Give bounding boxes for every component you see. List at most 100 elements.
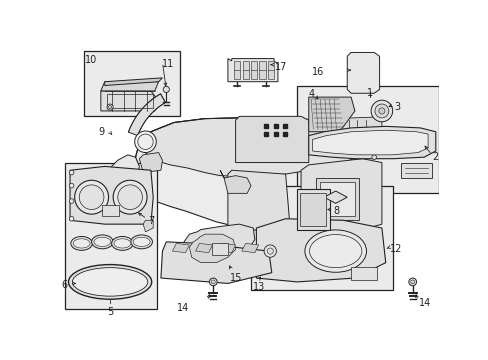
Circle shape [118,185,142,210]
Polygon shape [227,59,277,82]
Ellipse shape [71,237,92,250]
Bar [84,51,180,116]
Text: 6: 6 [61,280,68,291]
Circle shape [370,100,392,122]
Circle shape [209,278,217,286]
Polygon shape [135,118,381,228]
Circle shape [75,180,108,214]
Text: 10: 10 [85,55,98,65]
Circle shape [113,180,147,214]
Circle shape [408,278,416,286]
Polygon shape [104,78,162,86]
Circle shape [374,104,388,118]
Circle shape [410,280,414,284]
Bar [320,182,354,216]
Bar [297,86,438,193]
Polygon shape [234,61,240,80]
Polygon shape [70,166,153,224]
Ellipse shape [133,237,150,247]
Text: 14: 14 [418,298,430,308]
Polygon shape [220,170,250,193]
Bar [250,186,393,289]
Polygon shape [227,170,289,232]
Text: 4: 4 [308,89,314,99]
Bar [400,163,431,178]
Circle shape [266,248,273,254]
Text: 11: 11 [162,59,174,69]
Circle shape [135,131,156,153]
Ellipse shape [91,235,113,249]
Circle shape [163,86,169,93]
Polygon shape [128,94,165,136]
Ellipse shape [309,235,361,267]
Bar [102,205,118,216]
Circle shape [107,104,113,110]
Ellipse shape [68,265,151,299]
Polygon shape [259,61,265,80]
Ellipse shape [131,235,152,249]
Text: 17: 17 [274,62,286,72]
Text: 1: 1 [366,88,373,98]
Circle shape [69,183,74,188]
Text: 12: 12 [389,244,402,254]
Ellipse shape [111,237,133,250]
Polygon shape [195,243,212,253]
Circle shape [378,108,384,114]
Polygon shape [139,118,381,176]
Polygon shape [256,219,385,282]
Circle shape [108,105,111,109]
Polygon shape [107,155,139,195]
Polygon shape [308,97,354,132]
Text: 3: 3 [393,102,400,112]
Ellipse shape [305,230,366,272]
Bar [212,243,227,255]
Text: 2: 2 [432,152,438,162]
Circle shape [79,185,104,210]
Circle shape [69,170,74,175]
Text: 5: 5 [107,306,113,316]
Text: 8: 8 [333,206,339,216]
Text: 13: 13 [253,282,265,292]
Bar [316,178,358,220]
Circle shape [371,155,376,159]
Polygon shape [324,191,346,203]
Polygon shape [250,61,257,80]
Circle shape [69,216,74,221]
Polygon shape [241,243,258,253]
Polygon shape [308,126,435,159]
Bar [350,59,373,87]
Text: 9: 9 [99,127,104,137]
Bar [300,193,326,226]
Ellipse shape [94,237,111,247]
Bar [64,163,157,309]
Bar [297,189,329,230]
Polygon shape [172,243,189,253]
Circle shape [211,280,215,284]
Polygon shape [235,116,308,163]
Polygon shape [242,61,248,80]
Text: 15: 15 [230,274,242,283]
Polygon shape [301,159,381,232]
Text: 14: 14 [177,303,189,314]
Polygon shape [101,91,158,111]
Polygon shape [143,220,153,232]
Polygon shape [218,243,235,253]
Circle shape [264,245,276,257]
Circle shape [69,199,74,203]
Polygon shape [182,224,254,270]
Text: 7: 7 [147,216,154,226]
Polygon shape [101,82,158,91]
Ellipse shape [114,239,131,248]
Polygon shape [189,234,235,263]
Polygon shape [312,130,427,155]
Polygon shape [139,153,162,172]
Ellipse shape [72,267,147,296]
Circle shape [138,134,153,149]
Polygon shape [267,61,274,80]
Text: 16: 16 [311,67,324,77]
Polygon shape [327,117,381,151]
Polygon shape [346,53,379,93]
Polygon shape [161,242,271,283]
Bar [350,266,376,280]
Ellipse shape [73,239,90,248]
